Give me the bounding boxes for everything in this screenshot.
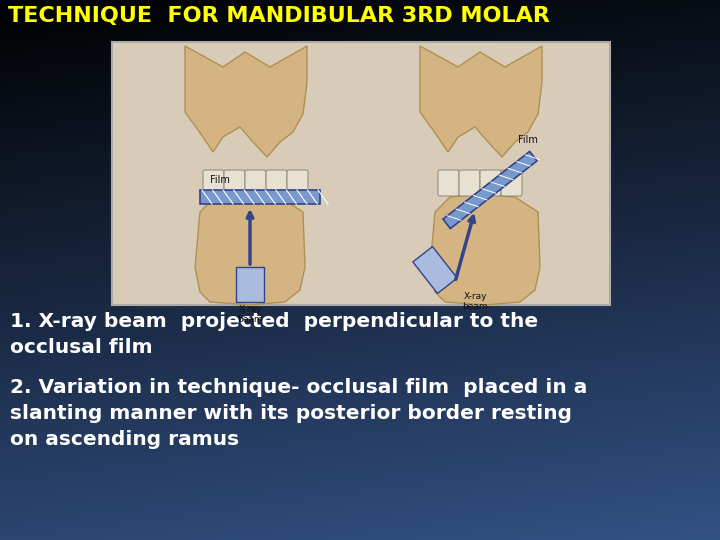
Polygon shape (413, 247, 457, 293)
Text: X-ray
beam: X-ray beam (237, 305, 263, 325)
Polygon shape (430, 194, 540, 305)
Text: on ascending ramus: on ascending ramus (10, 430, 239, 449)
Text: 2. Variation in technique- occlusal film  placed in a: 2. Variation in technique- occlusal film… (10, 378, 588, 397)
Text: occlusal film: occlusal film (10, 338, 153, 357)
Text: slanting manner with its posterior border resting: slanting manner with its posterior borde… (10, 404, 572, 423)
FancyBboxPatch shape (112, 42, 610, 305)
Polygon shape (420, 46, 542, 157)
Polygon shape (195, 194, 305, 305)
Polygon shape (185, 46, 307, 157)
Text: Film: Film (210, 175, 230, 185)
FancyBboxPatch shape (459, 170, 480, 196)
FancyBboxPatch shape (245, 170, 266, 196)
FancyBboxPatch shape (203, 170, 224, 196)
Polygon shape (443, 151, 537, 228)
Text: 1. X-ray beam  projected  perpendicular to the: 1. X-ray beam projected perpendicular to… (10, 312, 538, 331)
Text: Film: Film (518, 135, 538, 145)
FancyBboxPatch shape (501, 170, 522, 196)
FancyBboxPatch shape (287, 170, 308, 196)
FancyBboxPatch shape (200, 190, 320, 204)
FancyBboxPatch shape (266, 170, 287, 196)
Text: TECHNIQUE  FOR MANDIBULAR 3RD MOLAR: TECHNIQUE FOR MANDIBULAR 3RD MOLAR (8, 6, 550, 26)
FancyBboxPatch shape (438, 170, 459, 196)
FancyBboxPatch shape (236, 267, 264, 302)
FancyBboxPatch shape (480, 170, 501, 196)
Text: X-ray
beam: X-ray beam (462, 292, 488, 312)
FancyBboxPatch shape (224, 170, 245, 196)
